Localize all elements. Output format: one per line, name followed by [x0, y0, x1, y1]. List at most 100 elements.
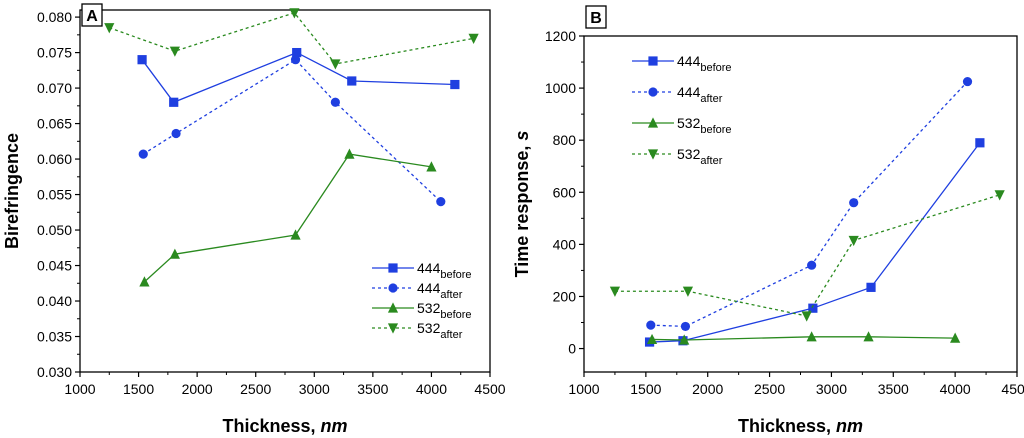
- panel-b-y-tick-label: 1200: [545, 28, 576, 44]
- panel-a-x-tick-label: 3000: [299, 381, 330, 397]
- panel-a-y-tick-label: 0.055: [37, 187, 72, 203]
- panel-b-legend-label-532-before: 532before: [677, 115, 732, 136]
- panel-a-legend-marker-444-before: [388, 263, 398, 273]
- panel-b-series-532-after-point: [848, 235, 859, 247]
- panel-b-x-axis-title: Thickness, nm: [738, 416, 863, 436]
- panel-b-y-tick-label: 1000: [545, 80, 576, 96]
- panel-b-x-tick-label: 4000: [940, 381, 971, 397]
- panel-b-x-tick-label: 1000: [568, 381, 599, 397]
- panel-a-y-tick-label: 0.035: [37, 329, 72, 345]
- panel-a-series-532-before-point: [290, 229, 301, 240]
- panel-a: 1000 1500 2000 2500 3000 3500 4000 4500 0.030 0.0…: [2, 3, 506, 436]
- panel-a-series-532-after-line: [109, 12, 474, 65]
- panel-b-y-tick-label: 600: [553, 184, 577, 200]
- panel-b-x-tick-label: 3500: [878, 381, 909, 397]
- panel-b-series-444-after-point: [807, 260, 817, 270]
- panel-a-x-tick-label: 3500: [357, 381, 388, 397]
- panel-a-x-tick-label: 4500: [474, 381, 505, 397]
- panel-a-y-tick-label: 0.060: [37, 151, 72, 167]
- panel-b-series-444-before-point: [866, 282, 876, 292]
- panel-b-series-444-after-point: [680, 321, 691, 332]
- panel-b-series-444-before-point: [808, 303, 818, 313]
- panel-b-series-532-before-point: [646, 333, 658, 345]
- panel-a-legend-label-444-after: 444after: [417, 280, 463, 301]
- panel-b-y-tick-label: 0: [568, 341, 576, 357]
- panel-b-x-tick-label: 2500: [754, 381, 785, 397]
- panel-a-series-532-before-point: [426, 161, 437, 172]
- panel-a-y-tick-label: 0.065: [37, 116, 72, 132]
- panel-b-y-tick-label: 800: [553, 132, 577, 148]
- panel-a-series-532-before-line: [143, 153, 432, 283]
- panel-b-x-tick-label: 2000: [692, 381, 723, 397]
- panel-a-series-444-after-point: [290, 55, 301, 65]
- panel-a-plot-frame: [79, 9, 491, 373]
- panel-a-legend-label-444-before: 444before: [417, 260, 472, 281]
- panel-a-y-tick-label: 0.030: [37, 364, 72, 380]
- panel-b-y-tick-label: 400: [553, 236, 577, 252]
- panel-b-series-444-before-point: [975, 138, 985, 148]
- panel-b-series-532-before-point: [679, 334, 690, 345]
- panel-b-y-tick-label: 200: [553, 288, 577, 304]
- panel-a-y-tick-label: 0.040: [37, 293, 72, 309]
- panel-b-x-tick-label: 3000: [816, 381, 847, 397]
- panel-b-series-532-before-point: [806, 331, 817, 342]
- panel-a-series-532-before-point: [169, 248, 180, 259]
- panel-b-legend-label-444-after: 444after: [677, 84, 723, 105]
- panel-a-x-axis-title: Thickness, nm: [222, 416, 347, 436]
- panel-a-series-532-before-point: [139, 276, 150, 287]
- panel-b-series-444-after-point: [646, 320, 656, 330]
- panel-b-series-532-after-point: [609, 286, 621, 297]
- panel-b-series-532-before-point: [863, 331, 874, 342]
- panel-a-series-532-after-point: [330, 59, 341, 70]
- panel-a-series-444-after-point: [330, 97, 340, 107]
- panel-a-y-tick-label: 0.080: [37, 9, 72, 25]
- panel-a-label: A: [86, 8, 98, 25]
- panel-a-x-tick-label: 1000: [64, 381, 95, 397]
- panel-a-y-tick-label: 0.050: [37, 222, 72, 238]
- panel-a-y-tick-label: 0.070: [37, 80, 72, 96]
- panel-a-legend-marker-444-after: [388, 283, 398, 293]
- panel-a-legend-label-532-after: 532after: [417, 320, 463, 341]
- panel-b-series-444-after-point: [849, 198, 859, 208]
- panel-a-y-tick-label: 0.075: [37, 45, 72, 61]
- panel-b-series-532-after-point: [994, 190, 1005, 201]
- panel-a-x-tick-label: 4000: [416, 381, 447, 397]
- panel-a-series-444-before-point: [292, 47, 302, 58]
- panel-b-x-tick-label: 4500: [1001, 381, 1024, 397]
- panel-b-series-532-before-point: [950, 332, 961, 343]
- panel-b-series-532-after-line: [614, 194, 1000, 317]
- panel-b-legend-marker-532-before: [647, 117, 659, 128]
- panel-a-label-box: [81, 3, 103, 27]
- panel-a-series-444-before-point: [347, 76, 357, 86]
- panel-a-series-444-after-line: [142, 58, 442, 203]
- panel-b-label-box: [585, 5, 607, 29]
- panel-b-y-axis-title: Time response, s: [512, 131, 532, 278]
- panel-a-series-444-before-point: [137, 55, 147, 65]
- panel-a-series-444-before-point: [450, 79, 460, 90]
- panel-b-legend-marker-444-before: [648, 56, 658, 66]
- panel-a-series-532-after-point: [468, 33, 479, 44]
- panel-b-legend-marker-444-after: [648, 87, 658, 97]
- panel-b-series-532-after-point: [682, 286, 694, 297]
- panel-a-series-532-after-point: [104, 23, 115, 34]
- panel-a-series-532-after-point: [289, 8, 300, 19]
- panel-b-legend-label-444-before: 444before: [677, 53, 732, 74]
- panel-b-legend-marker-532-after: [647, 149, 659, 160]
- panel-a-series-444-before-point: [169, 97, 179, 107]
- panel-a-y-tick-label: 0.045: [37, 258, 72, 274]
- panel-a-x-tick-label: 2000: [182, 381, 213, 397]
- panel-a-legend-label-532-before: 532before: [417, 300, 472, 321]
- panel-b-label: B: [590, 10, 602, 27]
- panel-a-series-532-before-point: [344, 148, 355, 159]
- panel-a-legend-marker-532-after: [387, 323, 399, 334]
- panel-b-x-tick-label: 1500: [630, 381, 661, 397]
- panel-b-legend-label-532-after: 532after: [677, 146, 723, 167]
- panel-a-y-axis-title: Birefringence: [2, 133, 22, 249]
- panel-b-series-444-after-point: [962, 76, 973, 87]
- panel-b-series-532-after-point: [801, 311, 812, 322]
- panel-a-legend-marker-532-before: [387, 302, 399, 313]
- panel-a-series-444-after-point: [436, 197, 446, 207]
- panel-a-series-532-after-point: [169, 46, 180, 57]
- panel-a-x-tick-label: 1500: [123, 381, 154, 397]
